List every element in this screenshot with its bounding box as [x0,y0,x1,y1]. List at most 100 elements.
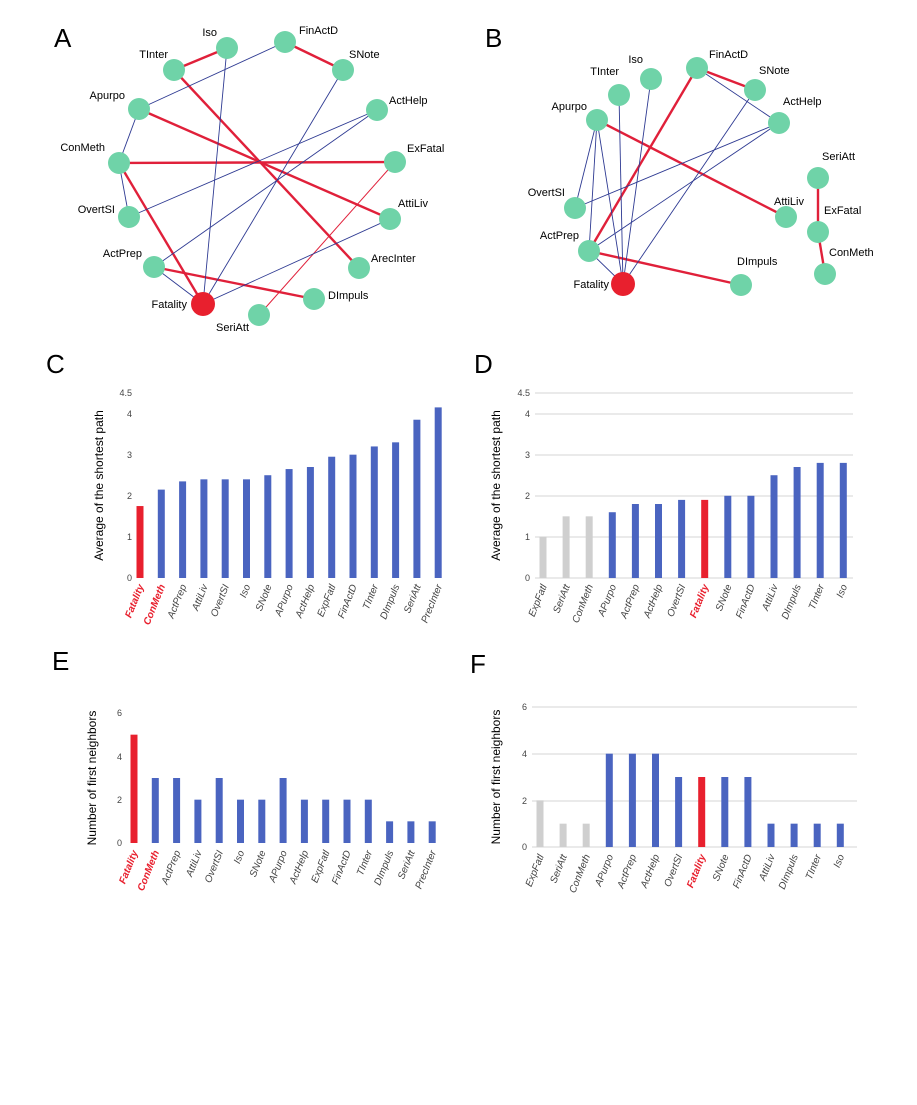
edge-apurpo-attiliv [138,107,391,221]
bar-f-tinter [813,823,821,847]
node-actprep [578,240,600,262]
category-label-d-tinter: TInter [807,582,827,611]
node-label-iso: Iso [202,27,217,39]
category-label-d-fatality: Fatality [688,583,711,620]
category-label-c-expfatl: ExpFatl [316,582,339,618]
edge-tinter-arecinter [173,69,360,269]
bar-c-snote [264,475,272,578]
panel-letter-c: C [46,349,65,379]
node-finactd [686,57,708,79]
category-label-f-fatality: Fatality [685,853,708,890]
bar-c-acthelp [306,467,314,578]
category-label-e-tinter: TInter [355,848,375,877]
y-tick-label-d-4: 4 [525,409,530,419]
bar-f-acthelp [652,753,659,847]
category-label-d-attiliv: AttiLiv [760,582,781,613]
category-label-c-overtsi: OvertSI [209,583,232,619]
node-exfatal [807,221,829,243]
edge-actprep-acthelp [588,122,780,252]
y-tick-label-e-2: 4 [117,752,122,762]
category-label-d-actprep: ActPrep [618,583,642,621]
y-tick-label-d-2: 2 [525,491,530,501]
bar-d-attiliv [770,475,778,578]
y-tick-label-e-3: 6 [117,708,122,718]
category-label-d-overtsi: OvertSI [665,583,688,619]
bar-d-actprep [631,504,639,578]
category-label-d-expfatl: ExpFatl [527,582,550,618]
category-label-f-conmeth: ConMeth [568,853,594,895]
bar-f-overtsi [675,777,683,847]
node-label-snote: SNote [759,65,790,77]
network-diagram-a: Iso FinActD TInter SNote Apurpo ActHelp ConMet… [60,25,444,334]
panel-letter-d: D [474,349,493,379]
node-label-dimpuls: DImpuls [328,290,369,302]
category-label-c-attiliv: AttiLiv [190,582,211,613]
node-label-iso: Iso [628,54,643,66]
bar-e-acthelp [300,799,308,843]
bar-c-tinter [370,446,378,578]
bar-f-seriatt [559,823,567,847]
edge-finactd-actprep [587,67,699,252]
edge-actprep-dimpuls [153,265,315,301]
bar-e-iso [237,799,244,843]
node-seriatt [807,167,829,189]
category-label-d-finactd: FinActD [734,583,758,620]
bar-d-finactd [747,495,755,578]
bar-c-apurpo [285,469,293,578]
node-label-attiliv: AttiLiv [774,196,804,208]
edge-apurpo-actprep [588,119,598,252]
bar-f-dimpuls [790,823,798,847]
bar-c-expfatl [328,456,336,578]
category-label-f-attiliv: AttiLiv [757,852,778,883]
node-label-fatality: Fatality [152,299,188,311]
category-label-e-expfatl: ExpFatl [310,848,333,884]
category-label-f-finactd: FinActD [731,853,755,890]
node-attiliv [379,208,401,230]
bar-d-expfatl [539,536,547,578]
bar-d-seriatt [562,516,570,578]
category-label-d-apurpo: APurpo [596,583,619,619]
edge-apurpo-overtsi [574,119,598,209]
y-axis-label-c: Average of the shortest path [92,410,106,561]
node-seriatt [248,304,270,326]
node-label-apurpo: Apurpo [90,90,125,102]
node-label-tinter: TInter [139,49,168,61]
edge-layer [117,40,396,316]
edge-seriatt-exfatal [258,161,396,316]
node-label-dimpuls: DImpuls [737,256,778,268]
y-tick-label-d-3: 3 [525,450,530,460]
bar-e-actprep [173,778,181,843]
node-label-fatality: Fatality [574,279,610,291]
bar-d-apurpo [608,512,616,578]
network-diagram-b: Iso FinActD TInter SNote Apurpo ActHelp SeriAt… [528,49,874,296]
edge-snote-fatality [202,69,344,305]
category-label-e-actprep: ActPrep [159,849,183,887]
bar-e-snote [258,799,266,843]
edge-overtsi-acthelp [574,122,780,209]
bar-f-finactd [744,777,752,847]
node-overtsi [564,197,586,219]
bar-c-overtsi [221,479,229,578]
bar-f-apurpo [605,753,613,847]
node-label-attiliv: AttiLiv [398,198,428,210]
bar-f-conmeth [582,823,590,847]
node-snote [744,79,766,101]
category-label-e-attiliv: AttiLiv [184,848,205,879]
bar-d-overtsi [678,499,686,578]
y-axis-label-d: Average of the shortest path [489,410,503,561]
category-label-c-finactd: FinActD [336,583,360,620]
edge-apurpo-fatality [596,119,624,285]
category-label-d-snote: SNote [714,583,735,613]
bar-c-fatality [136,506,144,578]
category-label-f-actprep: ActPrep [615,853,639,891]
panel-letter-a: A [54,23,72,53]
node-acthelp [768,112,790,134]
node-dimpuls [730,274,752,296]
y-tick-label-f-1: 2 [522,796,527,806]
bar-e-dimpuls [386,821,394,843]
y-tick-label-c-2: 2 [127,491,132,501]
bar-c-attiliv [200,479,208,578]
bar-c-precinter [434,407,442,578]
category-label-e-acthelp: ActHelp [287,849,311,887]
bar-f-iso [836,823,844,847]
